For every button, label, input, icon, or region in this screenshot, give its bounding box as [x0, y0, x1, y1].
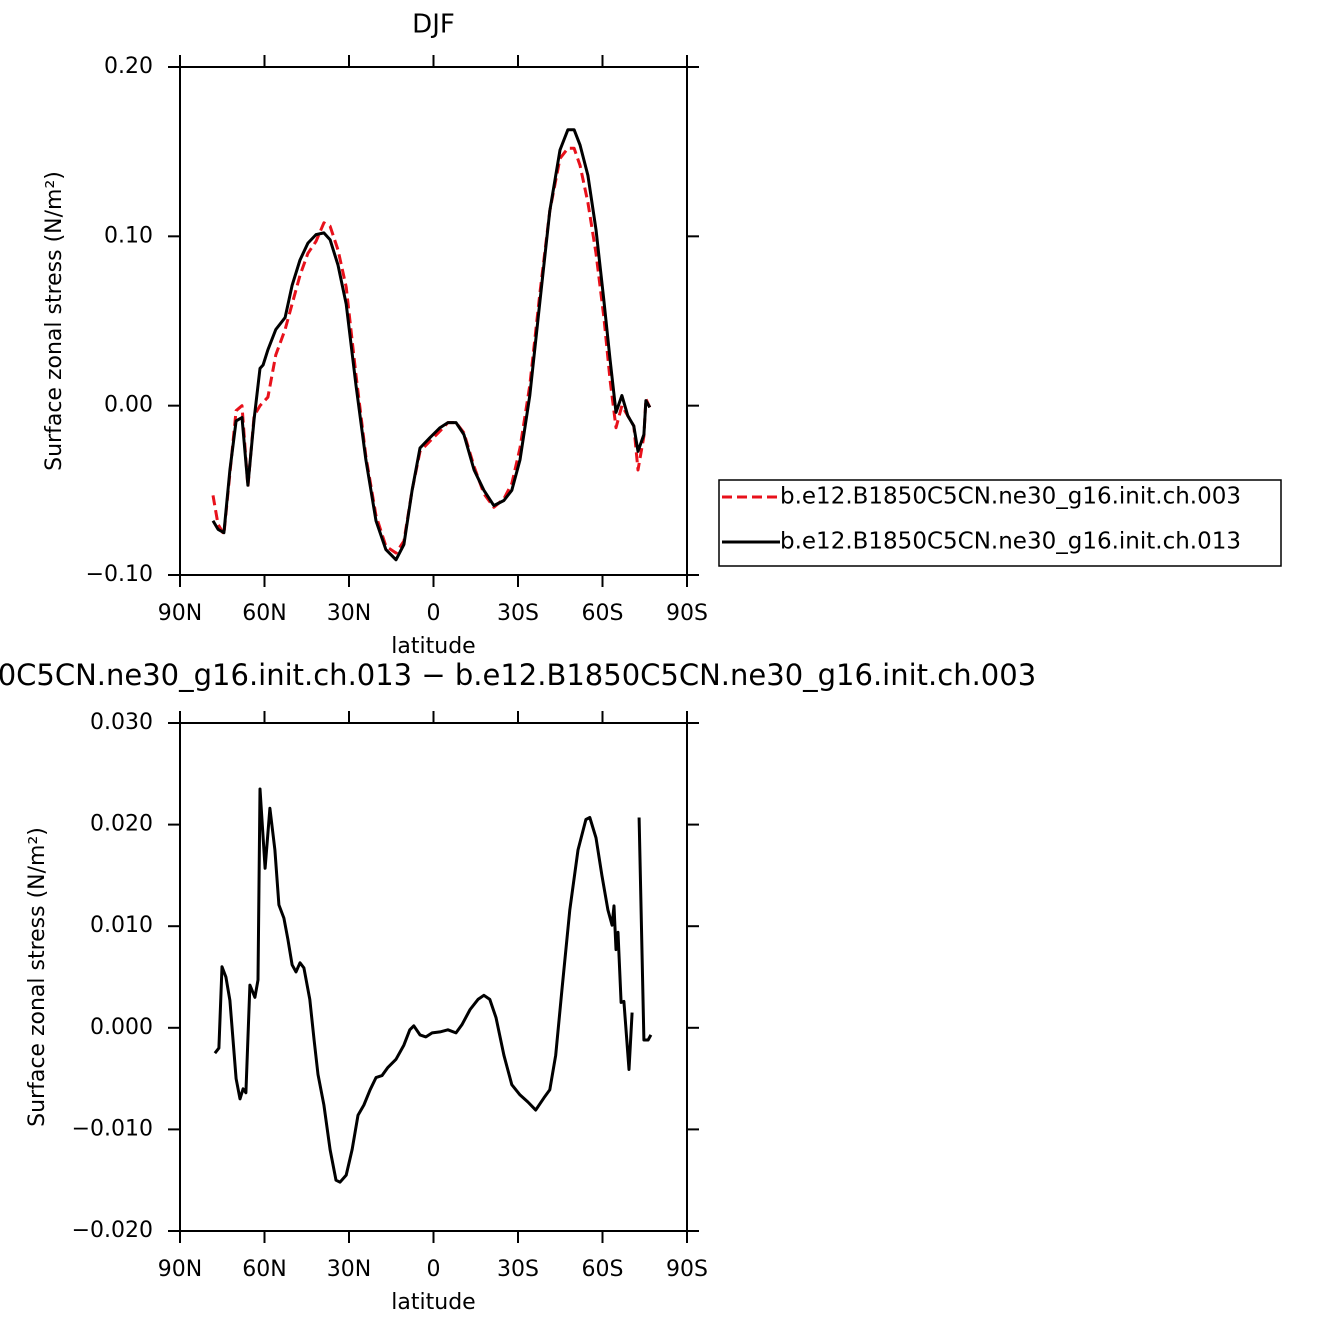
chart-title: DJF	[412, 10, 455, 40]
x-axis-label: latitude	[391, 1290, 475, 1315]
x-tick-label: 60S	[582, 601, 624, 626]
x-tick-label: 60N	[242, 601, 286, 626]
data-line	[211, 128, 652, 562]
x-tick-label: 30N	[327, 601, 371, 626]
y-tick-label: 0.10	[104, 223, 153, 248]
x-tick-label: 0	[427, 601, 441, 626]
y-tick-label: 0.030	[90, 710, 153, 735]
plot-frame	[179, 722, 688, 1232]
y-axis-label: Surface zonal stress (N/m²)	[42, 171, 67, 471]
data-line	[213, 787, 653, 1184]
x-tick-label: 90N	[158, 1257, 202, 1282]
x-tick-label: 30S	[497, 1257, 539, 1282]
y-axis-label: Surface zonal stress (N/m²)	[25, 827, 50, 1127]
data-line	[211, 146, 652, 555]
y-tick-label: −0.010	[72, 1116, 153, 1141]
y-tick-label: −0.10	[86, 562, 153, 587]
y-tick-label: 0.000	[90, 1015, 153, 1040]
x-tick-label: 60S	[582, 1257, 624, 1282]
legend-box	[718, 479, 1282, 567]
plot-frame	[179, 66, 688, 576]
x-tick-label: 0	[427, 1257, 441, 1282]
x-tick-label: 60N	[242, 1257, 286, 1282]
y-tick-label: −0.020	[72, 1218, 153, 1243]
y-tick-label: 0.020	[90, 812, 153, 837]
x-tick-label: 30S	[497, 601, 539, 626]
chart-title: b.e12.B1850C5CN.ne30_g16.init.ch.013 − b…	[0, 658, 1036, 692]
y-tick-label: 0.010	[90, 913, 153, 938]
x-tick-label: 90S	[666, 1257, 708, 1282]
x-tick-label: 90S	[666, 601, 708, 626]
x-tick-label: 90N	[158, 601, 202, 626]
legend-label: b.e12.B1850C5CN.ne30_g16.init.ch.013	[780, 529, 1241, 555]
x-axis-label: latitude	[391, 634, 475, 659]
y-tick-label: 0.20	[104, 54, 153, 79]
y-tick-label: 0.00	[104, 393, 153, 418]
x-tick-label: 30N	[327, 1257, 371, 1282]
legend-label: b.e12.B1850C5CN.ne30_g16.init.ch.003	[780, 484, 1241, 510]
